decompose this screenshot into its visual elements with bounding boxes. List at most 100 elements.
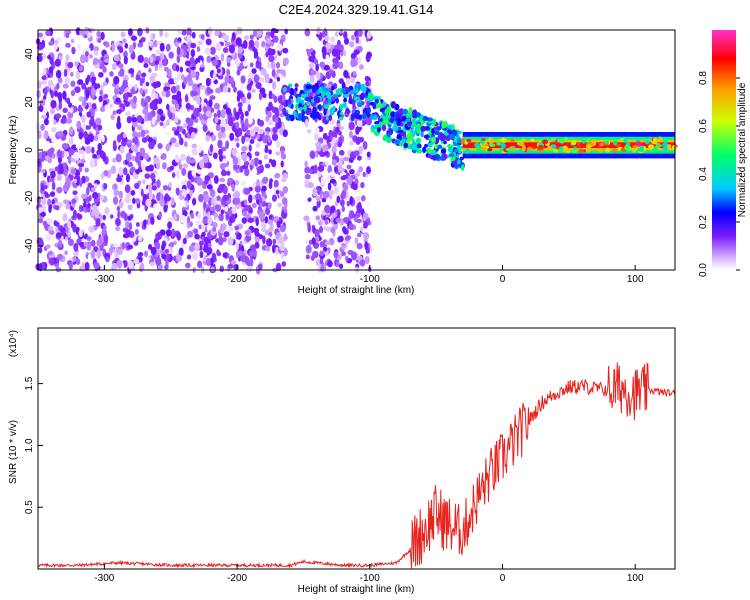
- spectrogram-cell: [312, 251, 318, 258]
- spectrogram-cell: [401, 116, 407, 122]
- spectrogram-cell: [56, 254, 63, 261]
- spectrogram-cell: [281, 177, 287, 183]
- spectrogram-cell: [53, 90, 59, 97]
- spectrogram-cell: [341, 87, 347, 94]
- spectrogram-cell: [366, 51, 372, 59]
- spectrogram-cell: [338, 149, 345, 156]
- spectrogram-cell: [333, 186, 339, 195]
- spectrogram-cell: [189, 188, 193, 197]
- y-tick-label: -20: [24, 190, 35, 205]
- spectrogram-cell: [145, 81, 150, 87]
- spectrogram-cell: [153, 156, 160, 165]
- spectrogram-cell: [224, 41, 231, 48]
- spectrogram-cell: [133, 258, 140, 264]
- spectrogram-cell: [100, 31, 105, 41]
- spectrogram-cell: [439, 133, 446, 142]
- x-tick-label: -200: [227, 573, 247, 584]
- spectrogram-cell: [105, 256, 110, 263]
- spectrogram-cell: [158, 60, 163, 68]
- spectrogram-cell: [254, 151, 260, 157]
- colorbar-tick-label: 0.2: [698, 215, 709, 229]
- spectrogram-cell: [75, 114, 81, 123]
- snr-y-ticks: 0.5 1.0 1.5: [24, 376, 43, 514]
- spectrogram-cell: [248, 250, 255, 257]
- spectrogram-cell: [84, 261, 90, 271]
- spectrogram-cell: [327, 189, 334, 196]
- spectrogram-cell: [365, 201, 370, 208]
- spectrogram-cell: [48, 204, 52, 214]
- spectrogram-cell: [338, 136, 343, 144]
- spectrogram-cell: [203, 236, 209, 243]
- spectrogram-cell: [434, 130, 440, 136]
- spectrogram-cell: [537, 144, 544, 150]
- spectrogram-cell: [416, 143, 422, 149]
- spectrogram-cell: [193, 107, 199, 117]
- spectrogram-cell: [123, 55, 128, 65]
- spectrogram-cell: [312, 187, 318, 197]
- spectrogram-cell: [184, 60, 191, 67]
- spectrogram-cell: [196, 62, 201, 70]
- spectrogram-cell: [276, 43, 283, 52]
- spectrogram-cell: [96, 30, 101, 37]
- spectrogram-cell: [225, 107, 232, 116]
- spectrogram-cell: [222, 252, 227, 258]
- spectrogram-cell: [192, 83, 198, 92]
- spectrogram-cell: [282, 47, 289, 54]
- spectrogram-cell: [215, 217, 219, 224]
- spectrogram-cell: [85, 55, 89, 63]
- spectrogram-cell: [145, 198, 152, 207]
- spectrogram-cell: [65, 54, 70, 62]
- spectrogram-cell: [205, 134, 211, 142]
- spectrogram-cell: [38, 218, 44, 224]
- spectrogram-cell: [447, 129, 452, 134]
- spectrogram-cell: [125, 152, 132, 162]
- spectrogram-cell: [264, 230, 269, 236]
- spectrogram-cell: [278, 104, 284, 112]
- spectrogram-cell: [53, 43, 58, 51]
- spectrogram-cell: [119, 145, 125, 154]
- spectrogram-cell: [366, 166, 372, 175]
- spectrogram-cell: [327, 260, 333, 268]
- spectrogram-cell: [384, 117, 388, 122]
- spectrogram-cell: [182, 123, 189, 128]
- spectrogram-cell: [279, 191, 285, 197]
- spectrogram-cell: [244, 110, 249, 117]
- spectrogram-cell: [261, 185, 267, 192]
- spectrogram-cell: [195, 72, 199, 81]
- spectrogram-cell: [362, 112, 367, 120]
- spectrogram-cell: [197, 169, 202, 175]
- spectrogram-cell: [586, 137, 591, 142]
- spectrogram-cell: [191, 90, 198, 96]
- spectrogram-cell: [224, 75, 230, 84]
- spectrogram-cell: [420, 130, 424, 138]
- spectrogram-cell: [343, 37, 349, 45]
- spectrogram-cell: [487, 148, 493, 152]
- spectrogram-cell: [139, 87, 144, 95]
- spectrogram-cell: [220, 53, 225, 62]
- spectrogram-cell: [305, 254, 310, 260]
- spectrogram-cell: [126, 116, 132, 124]
- spectrogram-cell: [171, 126, 177, 132]
- spectrogram-cell: [313, 58, 319, 65]
- spectrogram-cell: [313, 164, 318, 174]
- spectrogram-cell: [241, 145, 248, 152]
- spectrogram-cell: [81, 261, 85, 269]
- spectrogram-cell: [168, 181, 172, 188]
- spectrogram-cell: [196, 177, 203, 187]
- spectrogram-cell: [324, 204, 331, 214]
- spectrogram-cell: [240, 82, 244, 92]
- spectrogram-cell: [325, 54, 330, 60]
- spectrogram-cell: [184, 200, 188, 208]
- snr-y-label: SNR (10 * v/v): [8, 420, 19, 484]
- spectrogram-cell: [171, 172, 176, 179]
- spectrogram-cell: [40, 123, 45, 131]
- spectrogram-cell: [70, 157, 76, 163]
- spectrogram-cell: [613, 140, 618, 146]
- spectrogram-cell: [324, 160, 329, 166]
- spectrogram-cell: [140, 97, 145, 107]
- spectrogram-cell: [84, 51, 89, 57]
- spectrogram-cell: [349, 41, 355, 48]
- spectrogram-cell: [424, 126, 431, 131]
- spectrogram-cell: [194, 243, 200, 252]
- spectrogram-cell: [271, 61, 276, 69]
